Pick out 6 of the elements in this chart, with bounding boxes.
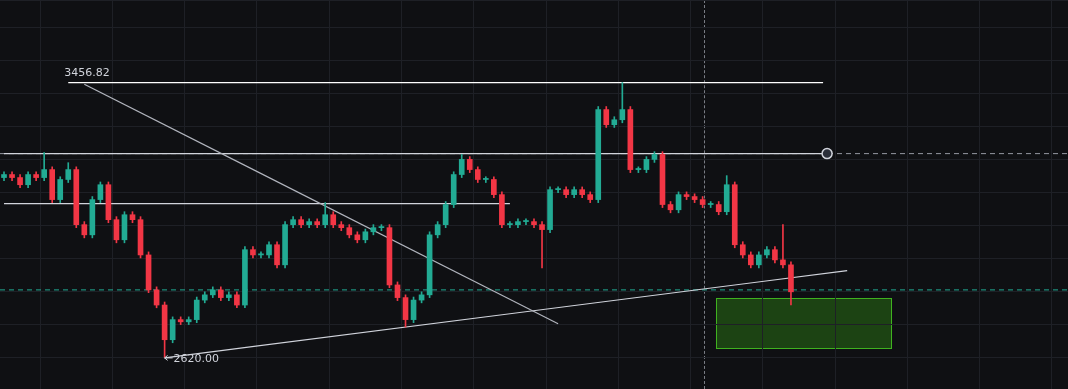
candlestick	[780, 224, 786, 269]
series-label: 3456.82	[64, 65, 110, 79]
candlestick	[507, 221, 513, 228]
series-label: 2620.00	[173, 351, 220, 365]
candlestick	[539, 221, 545, 269]
candlestick	[482, 176, 489, 183]
